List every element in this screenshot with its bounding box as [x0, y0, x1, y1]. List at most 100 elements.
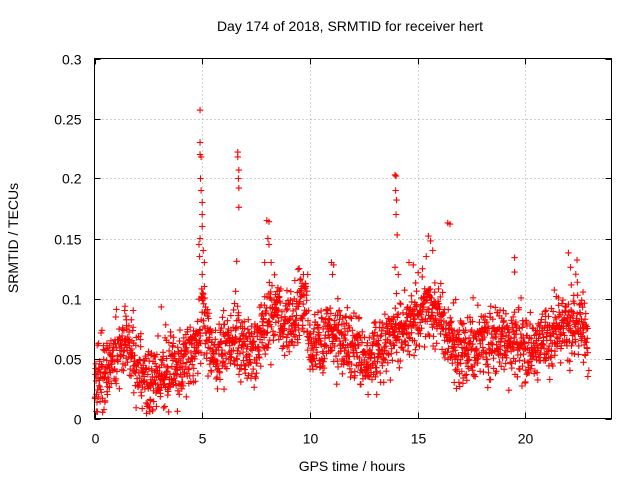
data-point	[289, 327, 297, 335]
data-point	[126, 372, 133, 379]
data-point	[213, 357, 221, 365]
data-point	[426, 332, 433, 339]
data-point	[468, 326, 475, 334]
data-point	[267, 259, 275, 266]
data-point	[584, 349, 591, 356]
data-point	[221, 321, 228, 328]
data-point	[95, 340, 102, 347]
data-point	[566, 318, 573, 325]
data-point	[275, 306, 282, 314]
data-point	[329, 271, 336, 278]
data-point	[480, 368, 487, 376]
data-point	[286, 348, 293, 355]
data-point	[453, 365, 461, 373]
data-point	[189, 372, 197, 379]
data-point	[521, 357, 528, 365]
data-point	[437, 293, 444, 301]
data-point	[244, 326, 252, 333]
data-point	[572, 271, 580, 278]
data-point	[584, 335, 591, 342]
data-point	[297, 275, 304, 283]
data-point	[461, 372, 469, 379]
data-point	[509, 313, 517, 321]
data-point	[260, 334, 268, 341]
data-point	[364, 339, 371, 347]
data-point	[517, 351, 524, 358]
data-point	[194, 318, 201, 325]
data-point	[320, 364, 328, 372]
data-point	[203, 337, 211, 345]
data-point	[222, 355, 230, 362]
data-point	[236, 336, 243, 344]
data-point	[208, 329, 216, 336]
data-point	[332, 353, 340, 360]
data-point	[393, 231, 401, 239]
data-point	[406, 351, 413, 358]
data-point	[250, 365, 257, 373]
data-point	[250, 338, 258, 345]
data-point	[144, 371, 152, 378]
data-point	[532, 353, 540, 360]
data-point	[342, 313, 350, 320]
data-point	[278, 314, 285, 321]
data-point	[508, 317, 515, 324]
data-point	[515, 304, 523, 311]
data-point	[281, 352, 288, 359]
axis-ticks	[94, 58, 612, 420]
data-point	[212, 375, 220, 383]
data-point	[568, 342, 575, 350]
data-point	[119, 324, 126, 331]
data-point	[339, 370, 346, 377]
data-point	[257, 363, 264, 370]
data-point	[574, 279, 581, 286]
data-point	[431, 279, 439, 287]
data-point	[583, 339, 590, 346]
data-point	[465, 350, 472, 358]
data-point	[165, 347, 173, 355]
data-point	[496, 358, 503, 366]
data-point	[526, 320, 534, 328]
data-point	[112, 380, 120, 387]
data-point	[319, 369, 327, 377]
data-point	[386, 338, 394, 346]
data-point	[326, 304, 334, 312]
data-point	[196, 106, 204, 114]
data-point	[570, 309, 577, 317]
data-point	[425, 232, 432, 240]
data-point	[124, 358, 131, 366]
data-point	[327, 310, 335, 317]
data-point	[358, 339, 366, 346]
data-point	[550, 324, 558, 332]
data-point	[193, 347, 201, 355]
data-point	[275, 317, 282, 325]
data-point	[368, 350, 375, 358]
data-point	[380, 379, 387, 386]
data-point	[192, 378, 199, 385]
data-point	[583, 345, 591, 352]
data-point	[197, 360, 204, 367]
data-point	[199, 211, 206, 218]
data-point	[120, 367, 127, 374]
plot-frame	[94, 58, 612, 419]
data-point	[582, 310, 589, 317]
data-point	[234, 153, 241, 161]
data-point	[215, 365, 222, 372]
data-point	[206, 360, 214, 368]
data-point	[261, 259, 268, 266]
data-point	[490, 365, 497, 372]
data-point	[410, 261, 417, 269]
data-point	[200, 247, 207, 254]
data-point	[143, 364, 150, 372]
data-point	[143, 410, 150, 417]
data-point	[309, 366, 317, 373]
data-point	[214, 360, 221, 368]
data-point	[371, 319, 378, 327]
data-point	[384, 359, 392, 367]
data-point	[452, 366, 459, 374]
data-point	[164, 364, 172, 372]
data-point	[218, 346, 226, 354]
data-point	[534, 376, 542, 384]
data-point	[162, 368, 170, 376]
data-point	[420, 303, 428, 311]
